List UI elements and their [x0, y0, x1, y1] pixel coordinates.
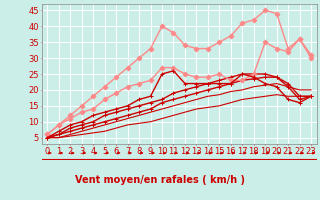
Text: Vent moyen/en rafales ( km/h ): Vent moyen/en rafales ( km/h ): [75, 175, 245, 185]
